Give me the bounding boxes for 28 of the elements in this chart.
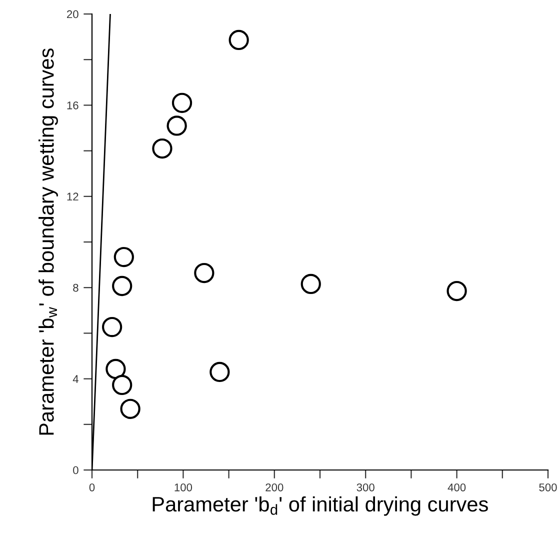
y-tick-label: 16 <box>67 101 78 110</box>
point <box>300 274 321 294</box>
y-tick-label: 0 <box>73 466 78 474</box>
point <box>152 138 172 159</box>
y-tick-label: 20 <box>67 10 78 18</box>
point <box>172 92 192 113</box>
point <box>114 246 134 268</box>
point <box>120 398 140 419</box>
x-tick-label: 200 <box>266 483 284 492</box>
x-tick-label: 100 <box>174 483 192 492</box>
point <box>446 280 467 302</box>
point <box>166 116 187 136</box>
point <box>112 374 132 396</box>
y-tick-label: 4 <box>72 375 78 383</box>
y-tick-label: 12 <box>67 192 78 200</box>
y-tick-label: 8 <box>73 284 78 292</box>
point <box>194 262 214 284</box>
x-tick-label: 300 <box>356 483 374 492</box>
x-tick-label: 400 <box>448 483 466 492</box>
x-tick-label: 500 <box>539 483 557 492</box>
point <box>210 362 230 382</box>
x-axis-title: Parameter 'b$_{d}$' of initial drying curves <box>152 496 488 516</box>
point <box>106 358 126 380</box>
point <box>228 30 249 50</box>
point <box>112 276 132 296</box>
point <box>102 316 122 338</box>
x-tick-label: 0 <box>89 483 95 492</box>
y-axis-title: Parameter 'b$_{w}$' of boundary wetting curves <box>38 48 58 435</box>
